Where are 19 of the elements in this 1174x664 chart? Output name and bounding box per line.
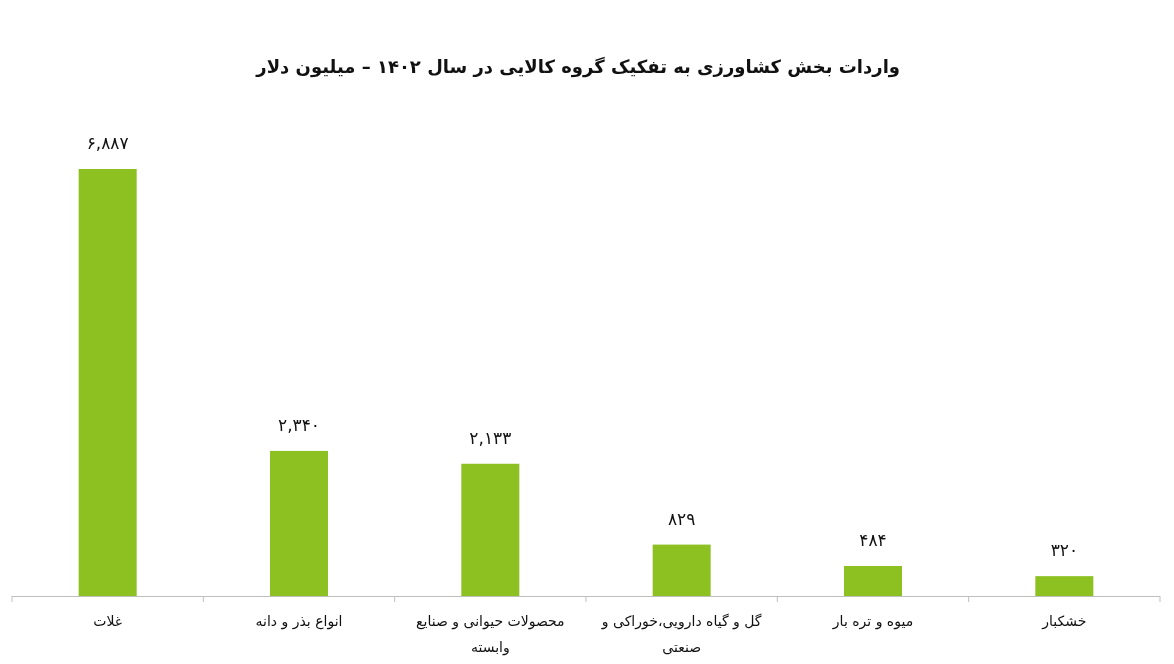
bar	[1035, 576, 1094, 596]
bar	[78, 169, 137, 596]
x-tick-label: محصولات حیوانی و صنایع وابسته	[415, 612, 566, 658]
chart-title: واردات بخش کشاورزی به تفکیک گروه کالایی در سال ۱۴۰۲ – میلیون دلار	[254, 56, 900, 77]
data-label: ۲,۱۳۳	[468, 427, 513, 448]
data-label: ۸۲۹	[666, 508, 697, 529]
x-tick-label: خشکبار	[1040, 612, 1088, 632]
x-tick-label: غلات	[92, 612, 124, 631]
x-tick-label: میوه و تره بار	[831, 612, 915, 632]
x-tick-label: انواع بذر و دانه	[254, 612, 344, 632]
bar	[652, 544, 711, 596]
x-tick-label: گل و گیاه دارویی،خوراکی و صنعتی	[600, 612, 763, 657]
data-label: ۶,۸۸۷	[85, 133, 130, 153]
bar	[461, 463, 520, 596]
data-label: ۴۸۴	[858, 529, 888, 550]
data-label: ۲,۳۴۰	[277, 414, 321, 435]
bar	[844, 565, 902, 596]
data-label: ۳۲۰	[1049, 540, 1080, 561]
bar	[270, 450, 328, 596]
